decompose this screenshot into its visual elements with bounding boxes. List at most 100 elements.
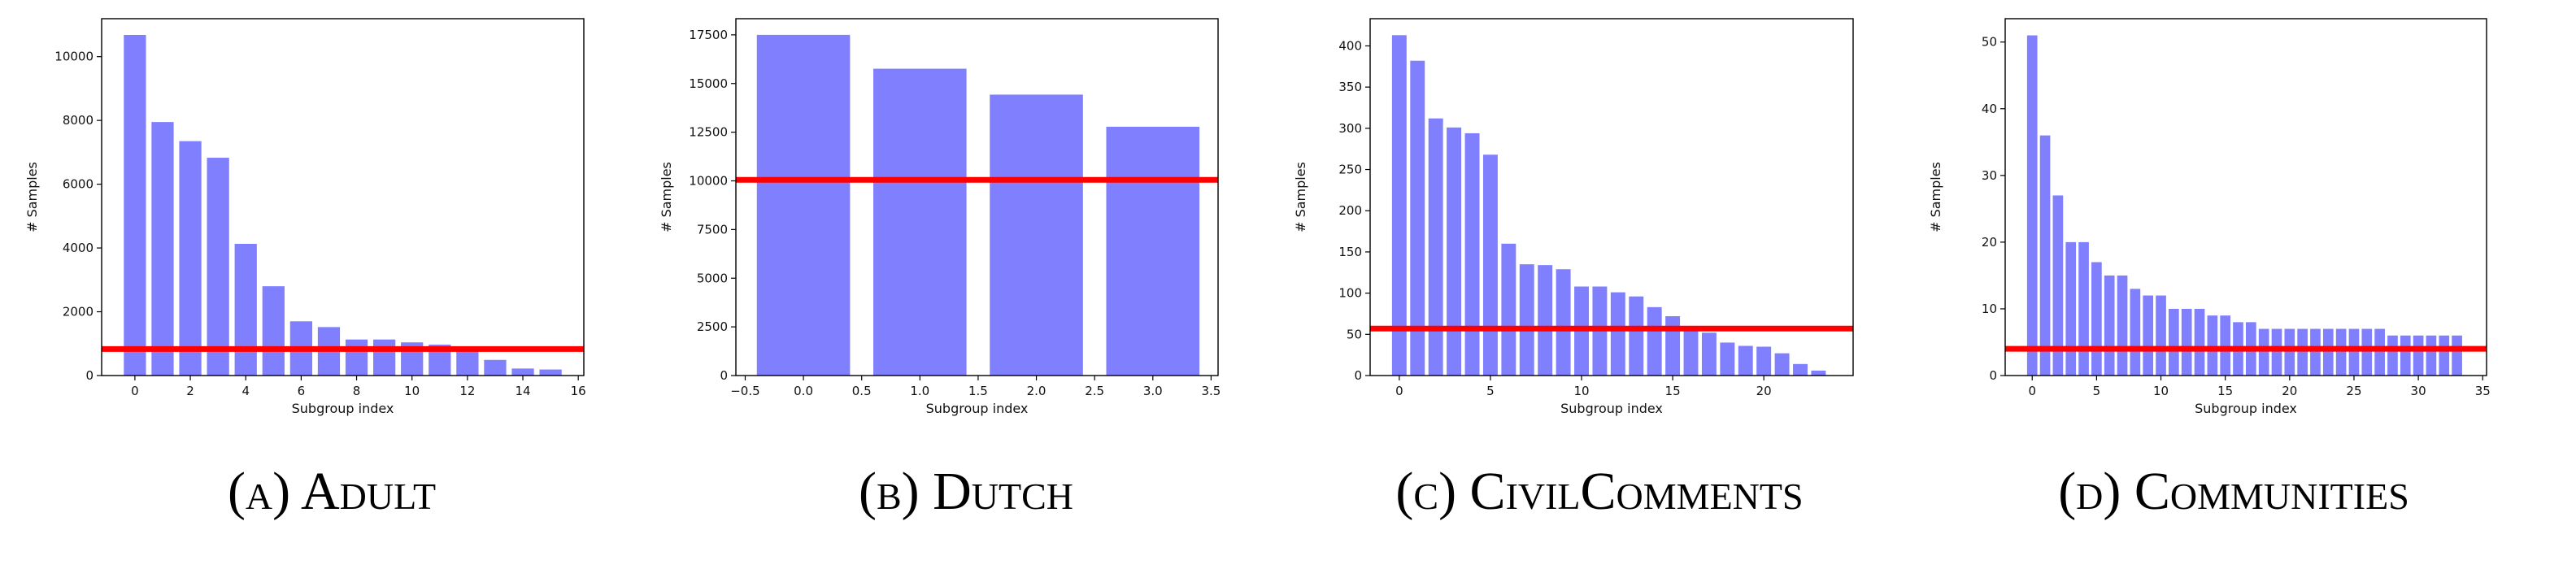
- x-axis-label: Subgroup index: [1560, 401, 1663, 416]
- y-tick-label: 50: [1347, 327, 1362, 341]
- x-tick-label: 2.5: [1085, 384, 1104, 398]
- bar: [262, 286, 285, 376]
- bar: [484, 359, 507, 376]
- bar: [179, 141, 202, 376]
- y-tick-label: 0: [1354, 368, 1362, 383]
- y-tick-label: 0: [85, 368, 94, 383]
- bar: [1793, 363, 1808, 376]
- bar: [2130, 289, 2141, 376]
- bar: [1482, 154, 1498, 376]
- bar: [2271, 328, 2282, 376]
- bar: [1501, 243, 1516, 376]
- x-tick-label: 1.0: [910, 384, 929, 398]
- y-tick-label: 15000: [689, 76, 728, 91]
- y-tick-label: 150: [1338, 245, 1362, 259]
- bar: [1106, 126, 1200, 376]
- bar: [1556, 269, 1571, 376]
- y-tick-label: 40: [1982, 102, 1997, 116]
- y-tick-label: 100: [1338, 286, 1362, 301]
- x-tick-label: 2.0: [1027, 384, 1046, 398]
- y-tick-label: 0: [720, 368, 728, 383]
- bar: [2284, 328, 2295, 376]
- bar: [1701, 332, 1717, 376]
- y-tick-label: 50: [1982, 35, 1997, 50]
- y-tick-label: 8000: [63, 113, 94, 128]
- x-tick-label: 6: [298, 384, 306, 398]
- bar: [234, 243, 257, 376]
- bar: [2039, 135, 2051, 376]
- x-tick-label: 20: [2282, 384, 2297, 398]
- y-tick-label: 0: [1989, 368, 1997, 383]
- x-tick-label: 10: [404, 384, 420, 398]
- bar: [756, 34, 851, 376]
- bar: [124, 35, 146, 376]
- x-tick-label: 0: [1395, 384, 1403, 398]
- bar: [1683, 329, 1699, 376]
- x-axis-label: Subgroup index: [292, 401, 394, 416]
- y-tick-label: 10000: [689, 174, 728, 189]
- x-tick-label: 15: [2217, 384, 2233, 398]
- panel-caption: (d) Communities: [2058, 462, 2409, 521]
- y-tick-label: 350: [1338, 80, 1362, 94]
- y-tick-label: 6000: [63, 177, 94, 192]
- bar: [1756, 346, 1772, 376]
- bar: [2156, 295, 2166, 376]
- x-tick-label: −0.5: [730, 384, 759, 398]
- bar: [2258, 328, 2269, 376]
- bar: [1464, 132, 1480, 376]
- bar: [873, 68, 967, 376]
- bar: [511, 368, 534, 376]
- bar: [2220, 315, 2231, 376]
- bar: [2181, 308, 2192, 376]
- bar: [1610, 292, 1625, 376]
- x-tick-label: 0.5: [852, 384, 872, 398]
- y-tick-label: 250: [1338, 163, 1362, 177]
- y-tick-label: 17500: [689, 28, 728, 42]
- x-tick-label: 35: [2475, 384, 2491, 398]
- axes-frame: [101, 18, 585, 376]
- bar: [1391, 35, 1407, 376]
- x-tick-label: 3.5: [1201, 384, 1221, 398]
- bar: [1738, 345, 1753, 376]
- y-axis-label: # Samples: [24, 162, 40, 232]
- bar: [1447, 127, 1462, 376]
- bar: [2322, 328, 2334, 376]
- x-tick-label: 4: [242, 384, 250, 398]
- bar: [2104, 275, 2115, 376]
- y-tick-label: 7500: [697, 222, 728, 237]
- x-tick-label: 14: [515, 384, 530, 398]
- x-tick-label: 10: [1573, 384, 1589, 398]
- axes-frame: [2004, 18, 2487, 376]
- bar: [1720, 342, 1735, 376]
- panel-dutch: −0.5 0.0 0.5 1.0 1.5 2.0 2.5 3.0 3.5 0 2500 5000 750…: [659, 18, 1221, 521]
- bar: [2348, 328, 2360, 376]
- x-tick-label: 10: [2153, 384, 2169, 398]
- bar: [2310, 328, 2321, 376]
- bar: [151, 122, 174, 376]
- y-tick-label: 5000: [697, 271, 728, 285]
- panel-caption: (b) Dutch: [859, 462, 1073, 521]
- bar: [2117, 275, 2128, 376]
- bar: [2169, 308, 2179, 376]
- bar: [2426, 335, 2437, 376]
- panel-adult: 0 2 4 6 8 10 12 14 16 0 2000 4000 6000 8000 10000 Subgr…: [24, 18, 586, 521]
- bar: [2452, 335, 2462, 376]
- bar: [456, 350, 479, 376]
- x-tick-label: 12: [459, 384, 475, 398]
- bar: [2400, 335, 2411, 376]
- x-tick-label: 25: [2346, 384, 2361, 398]
- y-tick-label: 2000: [63, 305, 94, 319]
- bar: [2143, 295, 2154, 376]
- x-axis-label: Subgroup index: [2195, 401, 2297, 416]
- x-tick-label: 1.5: [968, 384, 988, 398]
- y-axis-label: # Samples: [659, 162, 674, 232]
- y-tick-label: 200: [1338, 203, 1362, 218]
- bar: [2026, 35, 2038, 376]
- bar: [1629, 296, 1644, 376]
- bar: [372, 339, 396, 376]
- bar: [1774, 353, 1790, 376]
- bar: [2413, 335, 2424, 376]
- bar: [1647, 306, 1662, 376]
- y-tick-label: 20: [1982, 235, 1997, 250]
